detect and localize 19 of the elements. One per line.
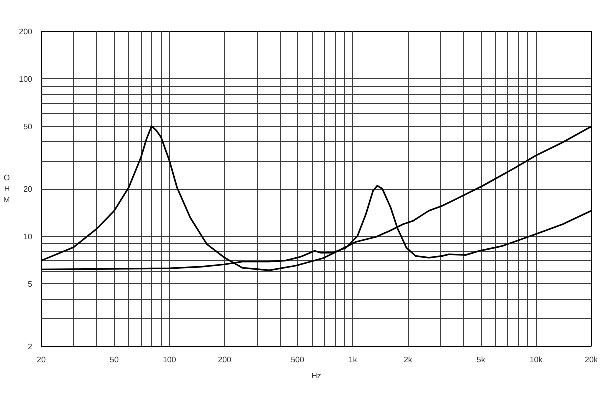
x-tick-label: 500 xyxy=(291,356,306,364)
y-axis-title: OHM xyxy=(3,174,10,204)
x-tick-label: 20 xyxy=(37,356,46,364)
x-tick-label: 50 xyxy=(110,356,120,364)
x-tick-label: 100 xyxy=(162,356,177,364)
y-tick-label: 2 xyxy=(28,342,34,352)
x-tick-label: 20k xyxy=(585,356,599,364)
y-tick-label: 10 xyxy=(24,232,34,242)
y-tick-label: 100 xyxy=(19,74,34,84)
x-tick-label: 200 xyxy=(218,356,232,364)
x-axis-title: Hz xyxy=(312,372,322,380)
x-tick-label: 10k xyxy=(530,356,544,364)
y-tick-label: 200 xyxy=(19,28,34,36)
y-tick-label: 50 xyxy=(24,122,34,132)
x-tick-label: 5k xyxy=(476,356,486,364)
y-tick-label: 20 xyxy=(24,185,34,194)
x-tick-label: 2k xyxy=(404,356,414,364)
y-tick-label: 5 xyxy=(28,280,34,289)
x-tick-label: 1k xyxy=(348,356,358,364)
